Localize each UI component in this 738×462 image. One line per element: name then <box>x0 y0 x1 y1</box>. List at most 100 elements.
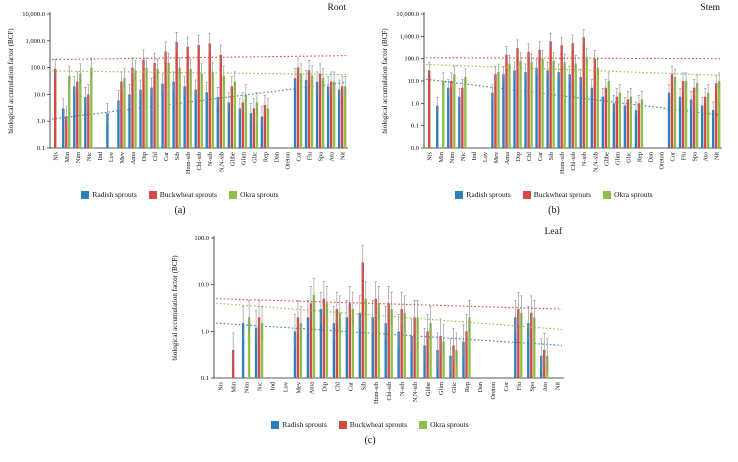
bar <box>230 86 234 148</box>
bar <box>563 62 566 148</box>
x-tick-label: Glibe <box>425 382 432 396</box>
x-tick-label: Nit <box>714 152 721 160</box>
x-tick-label: Ind <box>471 151 478 160</box>
bar <box>123 78 126 148</box>
bar <box>494 74 497 148</box>
x-tick-label: Sib <box>548 152 555 160</box>
x-tick-label: Dip <box>515 152 522 161</box>
x-tick-label: Rep <box>636 152 643 162</box>
bar <box>315 81 319 148</box>
root-chart-plot: 10,000.0 1,000.0 100.0 10.0 1.0 0.1 Root biolog… <box>4 0 356 192</box>
bar <box>579 77 582 148</box>
trend-line <box>215 298 563 310</box>
stem-chart-plot: 10,000.0 1,000.0 100.0 10.0 1.0 0.1 0.0 Stem bio… <box>378 0 730 192</box>
bar <box>520 312 523 378</box>
legend-label: Okra sprouts <box>240 190 279 199</box>
bar <box>429 323 432 378</box>
bar <box>607 81 611 148</box>
x-tick-label: Cor <box>503 381 510 391</box>
bar <box>514 317 517 378</box>
x-tick-label: Sib <box>360 382 367 390</box>
bar <box>90 67 93 148</box>
subfigure-label-c: (c) <box>364 435 376 446</box>
bar <box>403 312 406 378</box>
stem-svg: 10,000.0 1,000.0 100.0 10.0 1.0 0.1 0.0 Stem bio… <box>381 3 722 174</box>
bar <box>322 298 326 378</box>
bar <box>700 105 704 148</box>
bar <box>452 345 455 378</box>
bar <box>139 89 142 148</box>
x-tick-label: Chl-sib <box>196 152 203 171</box>
bar <box>582 37 585 148</box>
bar <box>673 77 677 148</box>
bar <box>178 67 181 148</box>
bar <box>505 54 508 148</box>
x-tick-label: Glic <box>451 382 458 393</box>
x-tick-label: Flu <box>516 381 523 390</box>
bar <box>491 92 494 148</box>
legend-key-radish: Radish sprouts <box>455 190 511 199</box>
bar <box>249 113 253 148</box>
x-tick-label: Cor <box>296 151 303 161</box>
bar <box>692 87 696 148</box>
bar <box>175 42 178 148</box>
bar <box>343 86 347 148</box>
x-tick-label: Nis <box>53 151 60 160</box>
bar <box>241 323 245 378</box>
x-tick-label: Glim <box>240 152 247 165</box>
x-tick-label: N,N-sib <box>218 152 225 172</box>
bar <box>626 99 630 148</box>
bar <box>546 70 549 148</box>
bar <box>361 262 364 378</box>
legend-key-okra: Okra sprouts <box>603 190 653 199</box>
x-tick-label: Chl-sib <box>570 152 577 171</box>
legend-label: Okra sprouts <box>430 420 469 429</box>
x-tick-label: Rep <box>262 152 269 162</box>
bar <box>436 105 439 148</box>
legend-leaf: Radish sprouts Buckwheat sprouts Okra sp… <box>271 420 469 429</box>
bar <box>623 105 627 148</box>
chart-stem: 10,000.0 1,000.0 100.0 10.0 1.0 0.1 0.0 Stem bio… <box>378 0 730 216</box>
bar <box>410 335 413 378</box>
x-tick-label: Lov <box>482 151 489 162</box>
bar <box>695 83 699 148</box>
bar <box>167 62 170 148</box>
x-tick-label: Lov <box>108 151 115 162</box>
bar <box>634 110 638 148</box>
bar <box>442 81 445 148</box>
okra-swatch <box>229 190 238 199</box>
x-tick-label: Ama <box>504 152 511 164</box>
x-tick-label: Nis <box>218 381 225 390</box>
bar <box>527 323 530 378</box>
bar <box>358 312 361 378</box>
bar <box>197 44 200 149</box>
bar <box>714 83 718 148</box>
x-tick-label: Glic <box>625 152 632 163</box>
x-tick-label: Nim <box>244 382 251 393</box>
bar <box>309 303 313 378</box>
bar <box>351 309 355 378</box>
bar <box>397 331 400 378</box>
bar <box>252 108 256 148</box>
bar <box>87 94 90 148</box>
bar <box>497 72 500 148</box>
x-tick-label: Glic <box>251 152 258 163</box>
x-tick-label: Glim <box>614 152 621 165</box>
bar <box>348 303 352 378</box>
chart-title: Stem <box>700 3 720 13</box>
x-tick-label: N-sib <box>207 152 214 166</box>
bar <box>340 86 344 148</box>
x-tick-label: Glim <box>438 382 445 395</box>
bar <box>325 303 329 378</box>
bar <box>453 74 456 148</box>
x-tick-label: Car <box>347 381 354 391</box>
bar <box>413 317 416 378</box>
bar <box>219 54 222 148</box>
y-tick-label: 1.0 <box>37 118 45 125</box>
bar <box>612 103 616 148</box>
x-tick-label: Dip <box>141 152 148 161</box>
bar <box>571 43 574 148</box>
root-svg: 10,000.0 1,000.0 100.0 10.0 1.0 0.1 Root biolog… <box>7 3 348 174</box>
x-tick-label: Car <box>163 151 170 161</box>
x-tick-label: Ind <box>270 381 277 390</box>
